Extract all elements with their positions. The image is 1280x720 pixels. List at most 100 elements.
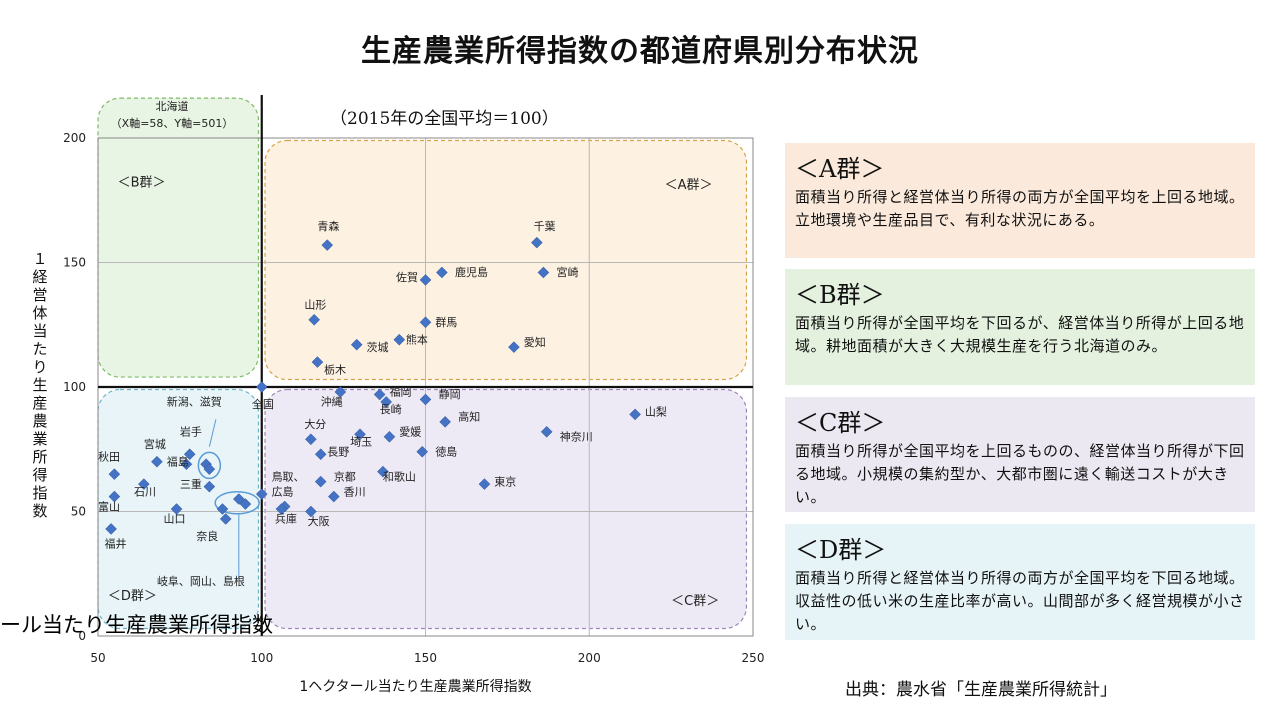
point-label: 静岡 <box>439 387 461 401</box>
hokkaido-annotation: 北海道 （X軸=58、Y軸=501） <box>111 99 234 130</box>
data-point-大阪 <box>305 505 317 518</box>
data-point-徳島 <box>416 445 429 458</box>
data-point-兵庫 <box>275 503 288 515</box>
group-label: ＜A群＞ <box>665 178 713 193</box>
group-label: ＜B群＞ <box>118 176 166 191</box>
y-tick-label: 150 <box>63 256 86 270</box>
x-tick-label: 150 <box>414 651 437 665</box>
point-label: 熊本 <box>406 332 428 346</box>
highlight-ellipse <box>197 451 222 480</box>
data-point-三重 <box>203 480 216 493</box>
group-regions <box>97 97 748 630</box>
data-point-熊本 <box>393 333 406 346</box>
point-label: 大阪 <box>308 514 330 528</box>
data-points <box>105 236 641 579</box>
data-point-岐阜 <box>216 503 229 515</box>
group-a-text: 面積当り所得と経営体当り所得の両方が全国平均を上回る地域。立地環境や生産品目で、… <box>795 188 1245 229</box>
point-label: 京都 <box>334 469 356 483</box>
group-d-heading: ＜D群＞ <box>795 536 887 564</box>
group-c-panel: ＜C群＞ 面積当り所得が全国平均を上回るものの、経営体当り所得が下回る地域。小規… <box>785 397 1255 512</box>
group-b-heading: ＜B群＞ <box>795 281 885 309</box>
data-point-鳥取 <box>255 488 268 500</box>
y-tick-label: 0 <box>78 629 86 643</box>
data-point-愛媛 <box>383 430 396 443</box>
point-label: 沖縄 <box>321 395 343 409</box>
data-point-香川 <box>327 490 340 503</box>
data-point-長崎 <box>380 396 393 408</box>
grid-lines <box>97 95 754 637</box>
data-point-岡山 <box>232 493 245 505</box>
data-point-栃木 <box>311 356 324 368</box>
point-label: 栃木 <box>324 362 346 376</box>
point-label: 山梨 <box>645 405 667 419</box>
x-tick-label: 100 <box>250 651 273 665</box>
data-point-長野 <box>314 448 327 461</box>
point-label: 新潟、滋賀 <box>167 395 222 409</box>
data-point-全国 <box>255 381 268 393</box>
overlapping-axis-label: ール当たり生産農業所得指数 <box>0 613 273 637</box>
data-point-福岡 <box>373 388 386 401</box>
data-point-宮崎 <box>537 266 550 279</box>
point-label: 長野 <box>327 445 349 458</box>
group-b-text: 面積当り所得が全国平均を下回るが、経営体当り所得が上回る地域。耕地面積が大きく大… <box>795 314 1245 355</box>
point-label: 埼玉 <box>350 435 372 449</box>
data-point-山口 <box>170 503 183 515</box>
y-tick-label: 200 <box>63 131 86 145</box>
data-point-沖縄 <box>334 386 347 398</box>
data-point-青森 <box>321 239 334 251</box>
point-label: 茨城 <box>367 340 389 354</box>
data-point-島根 <box>239 498 252 510</box>
point-label: 東京 <box>494 474 516 488</box>
group-c-text: 面積当り所得が全国平均を上回るものの、経営体当り所得が下回る地域。小規模の集約型… <box>795 442 1245 506</box>
x-tick-label: 50 <box>90 651 105 665</box>
y-tick-label: 100 <box>63 380 86 394</box>
x-tick-label: 200 <box>578 651 601 665</box>
region-B群 <box>97 97 260 378</box>
point-label: 兵庫 <box>275 512 297 526</box>
annotation-title: 北海道 <box>156 99 189 113</box>
data-point-宮城 <box>151 455 163 468</box>
region-A群 <box>264 139 748 381</box>
data-point-山形 <box>308 313 321 326</box>
group-label: ＜C群＞ <box>671 594 719 609</box>
data-point-京都 <box>314 475 327 488</box>
data-point-神奈川 <box>540 425 553 438</box>
group-a-panel: ＜A群＞ 面積当り所得と経営体当り所得の両方が全国平均を上回る地域。立地環境や生… <box>785 143 1255 258</box>
data-point-佐賀 <box>419 274 432 286</box>
annotation-text: （X軸=58、Y軸=501） <box>111 116 234 130</box>
data-point-茨城 <box>350 338 363 351</box>
point-label: 三重 <box>180 477 202 491</box>
group-a-heading: ＜A群＞ <box>795 155 885 183</box>
data-point-山梨 <box>629 408 641 421</box>
data-point-鹿児島 <box>436 266 448 279</box>
point-label: 秋田 <box>98 449 120 463</box>
point-label: 岐阜、岡山、島根 <box>157 574 245 588</box>
data-point-富山 <box>108 490 121 503</box>
group-b-panel: ＜B群＞ 面積当り所得が全国平均を下回るが、経営体当り所得が上回る地域。耕地面積… <box>785 269 1255 385</box>
axis-ticks: 50 100 150 200 250 0 50 100 150 200 <box>63 131 764 665</box>
data-point-千葉 <box>530 236 543 249</box>
x-tick-label: 250 <box>742 651 765 665</box>
x-axis-label: 1ヘクタール当たり生産農業所得指数 <box>299 678 531 695</box>
data-point-石川 <box>137 478 150 490</box>
data-point-静岡 <box>419 393 432 406</box>
point-label: 奈良 <box>196 529 218 543</box>
group-label: ＜D群＞ <box>108 589 157 604</box>
data-point-高知 <box>439 416 452 428</box>
point-label: 鹿児島 <box>455 265 488 279</box>
data-point-福島 <box>180 458 193 471</box>
y-axis-label: １経営体当たり生産農業所得指数 <box>32 250 48 520</box>
point-label: 福島 <box>167 454 189 468</box>
data-point-岩手 <box>183 448 196 461</box>
point-label: 香川 <box>344 485 366 498</box>
source-note: 出典：農水省「生産農業所得統計」 <box>845 680 1117 700</box>
point-label: 愛知 <box>524 335 546 349</box>
group-d-panel: ＜D群＞ 面積当り所得と経営体当り所得の両方が全国平均を下回る地域。収益性の低い… <box>785 524 1255 640</box>
point-label: 鳥取、 <box>272 469 305 483</box>
group-d-text: 面積当り所得と経営体当り所得の両方が全国平均を下回る地域。収益性の低い米の生産比… <box>795 569 1245 633</box>
point-label: 徳島 <box>435 444 457 458</box>
point-label: 群馬 <box>435 315 457 329</box>
point-label: 福井 <box>105 537 127 551</box>
